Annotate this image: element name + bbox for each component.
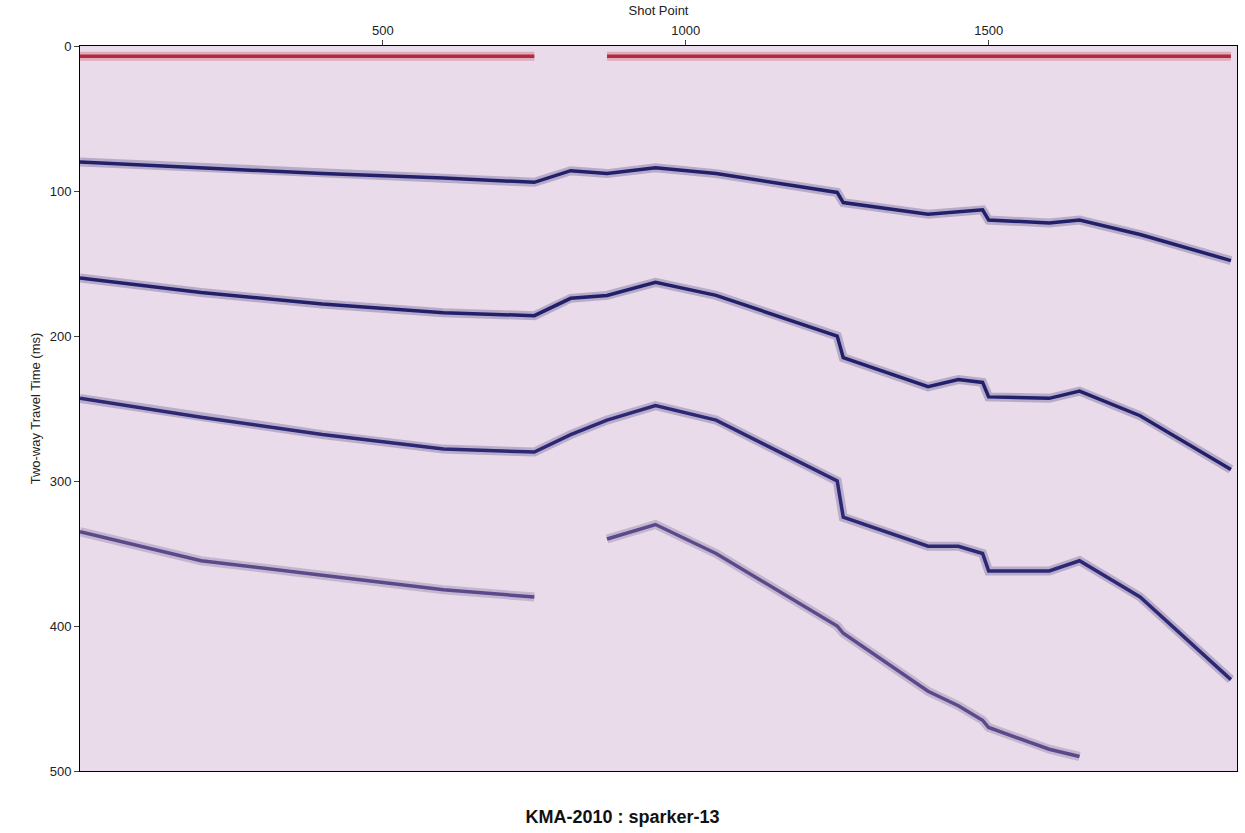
svg-text:Shot Point: Shot Point <box>629 3 689 18</box>
svg-text:KMA-2010 : sparker-13: KMA-2010 : sparker-13 <box>525 807 719 827</box>
svg-text:100: 100 <box>50 184 72 199</box>
svg-text:0: 0 <box>64 39 71 54</box>
svg-text:400: 400 <box>50 619 72 634</box>
svg-text:Two-way Travel Time (ms): Two-way Travel Time (ms) <box>28 333 43 485</box>
svg-text:500: 500 <box>50 764 72 779</box>
svg-text:1000: 1000 <box>671 23 700 38</box>
svg-text:1500: 1500 <box>974 23 1003 38</box>
svg-text:200: 200 <box>50 329 72 344</box>
svg-text:500: 500 <box>372 23 394 38</box>
svg-text:300: 300 <box>50 474 72 489</box>
